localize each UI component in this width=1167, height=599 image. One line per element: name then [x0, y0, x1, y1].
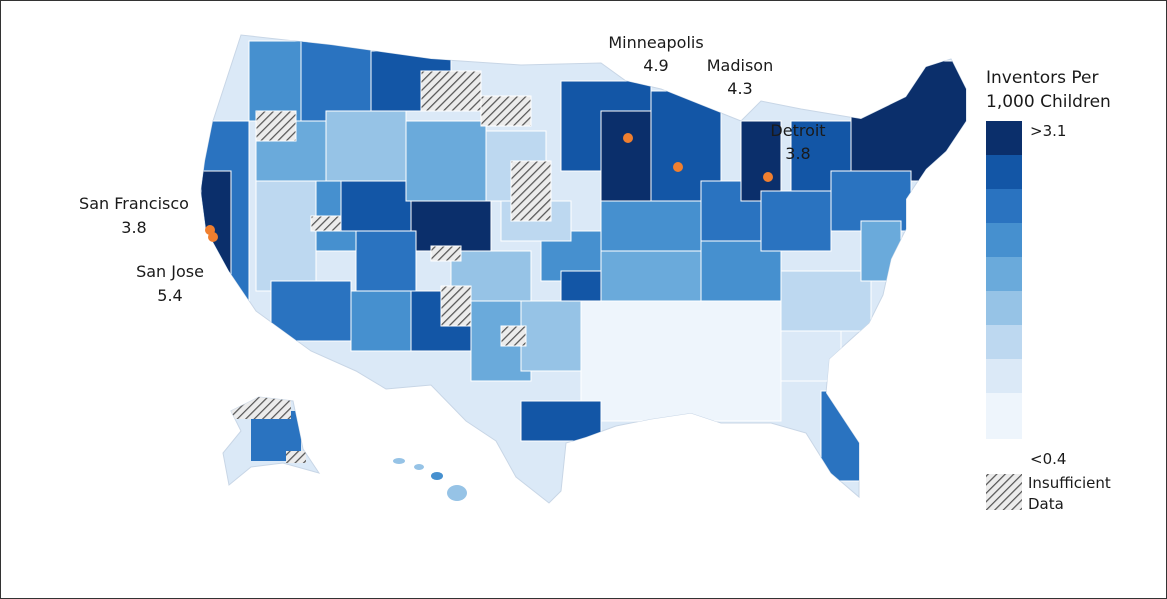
san-jose-name: San Jose	[136, 262, 204, 281]
insufficient-data-swatch	[986, 474, 1022, 510]
alaska	[222, 396, 321, 486]
madison-marker	[673, 162, 683, 172]
legend: Inventors Per 1,000 Children >3.1 <0.4 I…	[986, 68, 1111, 513]
minneapolis-name: Minneapolis	[608, 33, 703, 52]
minneapolis-value: 4.9	[643, 56, 668, 75]
legend-swatch	[986, 291, 1022, 325]
detroit-name: Detroit	[770, 121, 825, 140]
san-francisco-name: San Francisco	[79, 194, 189, 213]
hawaii	[393, 458, 467, 501]
legend-high-label: >3.1	[1030, 122, 1066, 140]
madison-value: 4.3	[727, 79, 752, 98]
legend-swatch	[986, 257, 1022, 291]
legend-swatch	[986, 223, 1022, 257]
legend-title-line1: Inventors Per	[986, 68, 1099, 88]
legend-swatch	[986, 155, 1022, 189]
san-jose-marker	[208, 232, 218, 242]
san-jose-value: 5.4	[157, 286, 182, 305]
minneapolis-marker	[623, 133, 633, 143]
legend-low-label: <0.4	[1030, 450, 1066, 468]
madison-name: Madison	[707, 56, 773, 75]
detroit-value: 3.8	[785, 144, 810, 163]
legend-swatch	[986, 189, 1022, 223]
legend-swatch	[986, 325, 1022, 359]
insufficient-data-label-line1: Insufficient	[1028, 474, 1111, 492]
legend-swatch	[986, 359, 1022, 393]
insufficient-data-label-line2: Data	[1028, 495, 1064, 513]
legend-title-line2: 1,000 Children	[986, 92, 1111, 112]
contiguous-us	[200, 34, 967, 504]
legend-swatch	[986, 121, 1022, 155]
detroit-marker	[763, 172, 773, 182]
legend-swatch	[986, 393, 1022, 439]
san-francisco-value: 3.8	[121, 218, 146, 237]
